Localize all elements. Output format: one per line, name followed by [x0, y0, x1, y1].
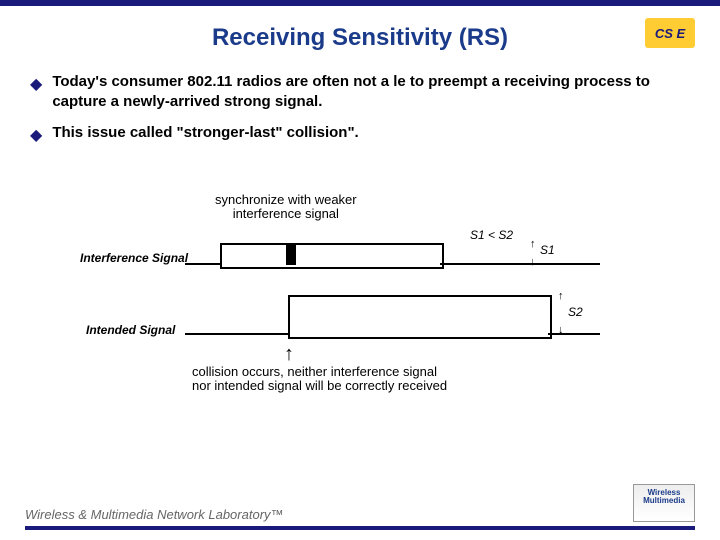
baseline-intended-left	[185, 333, 290, 335]
wireless-multimedia-logo: Wireless Multimedia	[633, 484, 695, 522]
footer-bar	[25, 526, 695, 530]
cse-logo: CS E	[645, 18, 695, 48]
s2-arrow-up-icon: ↑	[558, 291, 564, 302]
s1-arrow-down-icon: ↓	[530, 257, 536, 268]
bullet-row: ◆ This issue called "stronger-last" coll…	[30, 123, 690, 145]
baseline-intended-right	[548, 333, 600, 335]
bullet-icon: ◆	[30, 74, 42, 94]
sync-label-line2: interference signal	[233, 206, 339, 221]
bullet-text: This issue called "stronger-last" collis…	[52, 123, 358, 143]
s1-arrow-up-icon: ↑	[530, 239, 536, 250]
sync-label: synchronize with weaker interference sig…	[215, 193, 357, 223]
collision-label: collision occurs, neither interference s…	[192, 365, 447, 395]
s1-label: S1	[540, 243, 555, 257]
intended-pulse	[288, 295, 552, 339]
sync-label-line1: synchronize with weaker	[215, 192, 357, 207]
collision-line1: collision occurs, neither interference s…	[192, 364, 437, 379]
interference-axis-label: Interference Signal	[80, 251, 188, 265]
footer-logo-line2: Multimedia	[643, 496, 685, 505]
bullet-icon: ◆	[30, 125, 42, 145]
bullet-text: Today's consumer 802.11 radios are often…	[52, 72, 690, 113]
timing-diagram: synchronize with weaker interference sig…	[100, 195, 620, 405]
interference-drop-marker	[286, 243, 296, 265]
collision-arrow-icon: ↑	[284, 343, 294, 366]
footer: Wireless & Multimedia Network Laboratory…	[0, 507, 720, 530]
baseline-interf-left	[185, 263, 222, 265]
bullet-row: ◆ Today's consumer 802.11 radios are oft…	[30, 72, 690, 113]
s2-label: S2	[568, 305, 583, 319]
content: ◆ Today's consumer 802.11 radios are oft…	[0, 52, 720, 405]
header: Receiving Sensitivity (RS) CS E	[0, 6, 720, 52]
interference-pulse	[220, 243, 444, 269]
baseline-interf-right	[440, 263, 600, 265]
page-title: Receiving Sensitivity (RS)	[30, 24, 690, 52]
comparison-label: S1 < S2	[470, 228, 513, 242]
intended-axis-label: Intended Signal	[86, 323, 175, 337]
footer-text: Wireless & Multimedia Network Laboratory…	[0, 507, 720, 522]
s2-arrow-down-icon: ↓	[558, 325, 564, 336]
collision-line2: nor intended signal will be correctly re…	[192, 378, 447, 393]
